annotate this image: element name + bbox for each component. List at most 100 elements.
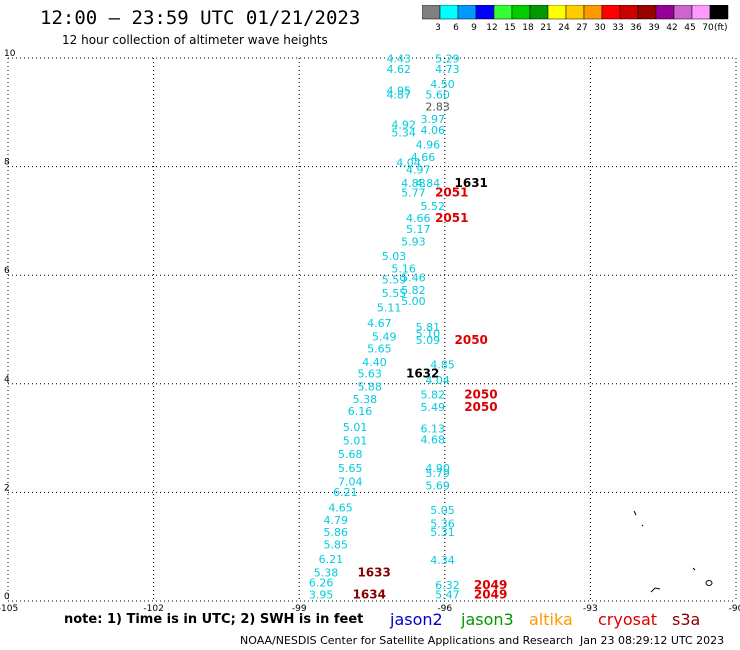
- wave-height-label: 5.77: [401, 186, 426, 199]
- x-tick-label: -99: [292, 604, 307, 614]
- legend-label: 18: [522, 23, 534, 33]
- wave-height-label: 4.66: [406, 212, 431, 225]
- wave-height-label: 5.79: [425, 467, 450, 480]
- wave-height-label: 5.52: [421, 200, 446, 213]
- coastline-island: [633, 510, 637, 516]
- legend-unit: (ft): [714, 23, 728, 33]
- legend-label: 21: [540, 23, 551, 33]
- coastline-island: [705, 580, 713, 586]
- pass-time-label: 2049: [474, 587, 507, 601]
- legend-label: 6: [453, 23, 459, 33]
- x-tick-label: -105: [0, 604, 18, 614]
- legend-label: 9: [471, 23, 477, 33]
- wave-height-label: 4.88: [401, 177, 426, 190]
- wave-height-label: 5.55: [382, 287, 407, 300]
- wave-height-label: 4.67: [367, 317, 392, 330]
- color-scale-legend: 3 6 9 12 15 18 21 24 27 30 33 36 39 42 45 70 (ft): [422, 5, 732, 33]
- coastline-fragments: [633, 510, 713, 593]
- wave-height-label: 5.86: [323, 526, 348, 539]
- wave-height-label: 5.36: [430, 518, 455, 531]
- wave-height-label: 5.11: [377, 302, 402, 315]
- wave-height-label: 4.40: [362, 356, 387, 369]
- y-tick-label: 10: [4, 49, 16, 59]
- coastline-island: [641, 524, 644, 527]
- wave-height-label: 4.90: [425, 462, 450, 475]
- wave-height-label: 5.29: [435, 52, 460, 65]
- wave-height-label: 5.03: [382, 250, 407, 263]
- pass-time-label: 2051: [435, 185, 468, 199]
- wave-height-label: 4.95: [387, 84, 412, 97]
- wave-height-label: 5.38: [353, 393, 378, 406]
- wave-height-label: 5.38: [314, 567, 339, 580]
- wave-height-label: 5.60: [425, 89, 450, 102]
- wave-height-label: 4.04: [425, 374, 450, 387]
- wave-height-label: 4.66: [411, 151, 436, 164]
- graticule-grid: [7, 57, 737, 602]
- wave-height-label: 5.65: [367, 342, 392, 355]
- map-title: 12:00 – 23:59 UTC 01/21/2023: [40, 7, 361, 29]
- legend-label: 27: [576, 23, 587, 33]
- legend-label: 39: [648, 23, 660, 33]
- legend-label: 33: [612, 23, 623, 33]
- satellite-cryosat: cryosat: [598, 610, 658, 629]
- satellite-s3a: s3a: [672, 610, 701, 629]
- pass-time-label: 2050: [464, 387, 497, 401]
- wave-height-label: 4.96: [416, 139, 441, 152]
- wave-height-label: 5.82: [421, 388, 446, 401]
- satellite-jason2: jason2: [390, 610, 443, 629]
- x-tick-label: -102: [143, 604, 163, 614]
- coastline-island: [650, 587, 661, 593]
- legend-label: 42: [666, 23, 677, 33]
- wave-height-label: 4.34: [430, 554, 455, 567]
- wave-height-label: 5.34: [391, 127, 416, 140]
- legend-label: 36: [630, 23, 642, 33]
- wave-height-label: 5.93: [401, 235, 426, 248]
- wave-height-label: 5.00: [401, 295, 426, 308]
- wave-height-label: 5.68: [338, 448, 363, 461]
- wave-height-label: 5.17: [406, 223, 431, 236]
- pass-time-label: 1631: [455, 176, 488, 190]
- map-subtitle: 12 hour collection of altimeter wave hei…: [62, 33, 328, 47]
- wave-height-label: 4.85: [430, 359, 455, 372]
- x-tick-label: -90: [729, 604, 740, 614]
- wave-height-label: 5.01: [343, 421, 368, 434]
- pass-time-label: 2050: [464, 400, 497, 414]
- wave-height-label: 5.09: [416, 334, 441, 347]
- wave-height-label: 5.10: [416, 328, 441, 341]
- credit-line: NOAA/NESDIS Center for Satellite Applica…: [240, 634, 574, 647]
- wave-height-label: 5.46: [401, 272, 426, 285]
- wave-height-label: 4.62: [387, 63, 412, 76]
- pass-time-label: 2051: [435, 211, 468, 225]
- wave-height-label: 5.69: [425, 480, 450, 493]
- wave-height-label: 4.68: [421, 434, 446, 447]
- wave-height-label: 5.59: [382, 273, 407, 286]
- wave-height-label: 4.50: [430, 78, 455, 91]
- wave-height-label: 4.06: [421, 124, 446, 137]
- wave-height-label: 4.87: [387, 89, 412, 102]
- wave-height-label: 5.49: [421, 401, 446, 414]
- legend-label: 15: [504, 23, 515, 33]
- wave-height-label: 6.32: [435, 579, 460, 592]
- wave-height-label: 4.84: [416, 177, 441, 190]
- wave-height-label: 4.97: [406, 164, 431, 177]
- y-tick-label: 2: [4, 483, 10, 493]
- wave-height-label: 5.31: [430, 526, 455, 539]
- wave-height-label: 5.63: [357, 367, 382, 380]
- wave-height-label: 6.21: [333, 486, 358, 499]
- wave-height-label: 3.97: [421, 113, 446, 126]
- wave-height-label: 4.04: [396, 157, 421, 170]
- wave-height-label: 6.26: [309, 576, 334, 589]
- wave-height-label: 4.65: [328, 501, 353, 514]
- wave-height-label: 3.95: [309, 588, 334, 601]
- wave-height-label: 5.81: [416, 321, 441, 334]
- wave-height-label: 5.85: [323, 538, 348, 551]
- axis-tick-labels: -105 -102 -99 -96 -93 -90 0 2 4 6 8 10: [0, 49, 740, 614]
- observation-labels: 4.43 5.29 4.62 4.73 4.50 4.954.87 5.602.833.97…: [309, 52, 507, 601]
- wave-height-label: 4.43: [387, 52, 412, 65]
- wave-height-label: 7.04: [338, 475, 363, 488]
- wave-height-label: 4.73: [435, 63, 460, 76]
- generated-timestamp: Jan 23 08:29:12 UTC 2023: [580, 634, 725, 647]
- legend-label: 12: [486, 23, 497, 33]
- pass-time-label: 1634: [353, 587, 386, 601]
